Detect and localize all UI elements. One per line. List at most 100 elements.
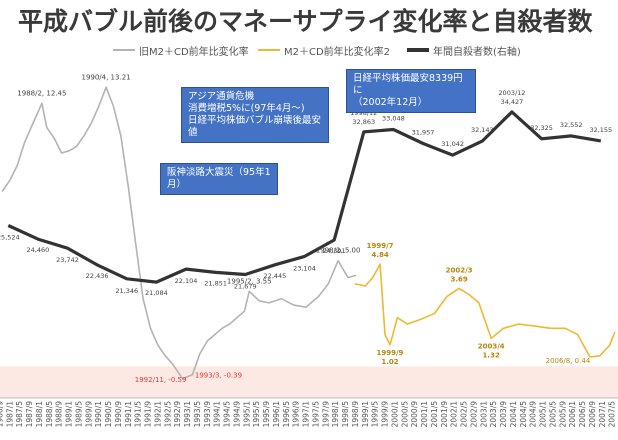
x-tick-label: 2006/1: [568, 401, 577, 428]
suicide-value-label: 21,346: [115, 287, 138, 295]
x-tick-label: 1999/1: [361, 401, 370, 428]
x-tick-label: 1986/9: [0, 401, 4, 428]
new-m2-annotation-date: 2003/4: [478, 342, 505, 350]
suicide-value-label: 31,957: [412, 128, 435, 136]
x-tick-label: 1998/1: [331, 401, 340, 428]
x-tick-label: 1991/9: [144, 401, 153, 428]
legend-swatch-suicides: [407, 48, 429, 52]
x-tick-label: 1991/1: [124, 401, 133, 428]
x-tick-label: 2003/1: [479, 401, 488, 428]
suicide-value-label: 21,084: [145, 289, 168, 297]
x-tick-label: 1989/1: [65, 401, 74, 428]
callout-nikkei-line2: （2002年12月）: [353, 97, 428, 108]
x-tick-label: 1994/5: [223, 401, 232, 428]
callout-hanshin-earthquake: 阪神淡路大震災（95年1月）: [160, 163, 278, 195]
suicide-value-label: 32,143: [471, 126, 494, 134]
x-tick-label: 1994/9: [232, 401, 241, 428]
x-tick-label: 2004/9: [529, 401, 538, 428]
x-tick-label: 1998/5: [341, 401, 350, 428]
x-tick-label: 1990/5: [104, 401, 113, 428]
new-m2-annotation-date: 1999/9: [377, 349, 404, 357]
x-tick-label: 1992/9: [173, 401, 182, 428]
x-tick-label: 1997/9: [321, 401, 330, 428]
new-m2-annotation-value: 1.32: [483, 351, 500, 359]
x-tick-label: 2001/9: [440, 401, 449, 428]
callout-nikkei-low: 日経平均株価最安8339円に （2002年12月）: [346, 69, 476, 113]
x-tick-label: 1992/5: [163, 401, 172, 428]
x-tick-label: 1988/9: [55, 401, 64, 428]
suicide-value-label: 34,427: [501, 98, 524, 106]
x-tick-label: 1995/1: [242, 401, 251, 428]
callout-asia-line1: アジア通貨危機: [188, 91, 255, 102]
suicide-value-label: 23,742: [56, 256, 79, 264]
x-tick-label: 2002/9: [469, 401, 478, 428]
x-tick-label: 2007/5: [608, 401, 617, 428]
x-tick-label: 1995/5: [252, 401, 261, 428]
x-tick-label: 1987/9: [25, 401, 34, 428]
x-tick-label: 1996/9: [292, 401, 301, 428]
x-tick-label: 1988/1: [35, 401, 44, 428]
suicide-value-label: 24,460: [27, 246, 50, 254]
chart-title: 平成バブル前後のマネーサプライ変化率と自殺者数: [18, 7, 593, 36]
callout-hanshin-line1: 阪神淡路大震災（95年1月）: [167, 167, 271, 190]
new-m2-annotation-value: 4.84: [371, 251, 388, 259]
suicide-value-label: 22,436: [86, 272, 109, 280]
series-line-old-m2: [1, 86, 357, 380]
x-tick-label: 2000/9: [410, 401, 419, 428]
suicide-value-label: 22,445: [264, 272, 287, 280]
suicide-value-label: 21,851: [204, 279, 227, 287]
x-tick-label: 2002/1: [450, 401, 459, 428]
callout-asia-line2: 消費増税5%に(97年4月～): [188, 103, 305, 114]
old-m2-annotation: 1990/4, 13.21: [81, 73, 130, 81]
suicide-value-label: 32,552: [560, 121, 583, 129]
suicide-value-label: 24,391: [323, 247, 346, 255]
suicide-value-label: 21,679: [234, 283, 257, 291]
x-tick-label: 1991/5: [134, 401, 143, 428]
x-tick-label: 1993/9: [203, 401, 212, 428]
callout-asia-crisis: アジア通貨危機 消費増税5%に(97年4月～) 日経平均株価バブル崩壊後最安値: [181, 87, 329, 143]
x-tick-label: 2003/5: [489, 401, 498, 428]
callout-asia-line3: 日経平均株価バブル崩壊後最安値: [188, 115, 322, 138]
x-tick-label: 2000/5: [400, 401, 409, 428]
x-tick-label: 1989/9: [84, 401, 93, 428]
x-tick-label: 1987/5: [15, 401, 24, 428]
x-tick-label: 2000/1: [390, 401, 399, 428]
legend-label-old-m2: 旧M2＋CD前年比変化率: [139, 46, 249, 58]
x-tick-label: 2007/1: [598, 401, 607, 428]
x-tick-label: 1999/5: [371, 401, 380, 428]
x-tick-label: 1997/5: [311, 401, 320, 428]
legend-item-suicides: 年間自殺者数(右軸): [407, 42, 521, 58]
x-tick-label: 2005/5: [548, 401, 557, 428]
x-tick-label: 1993/1: [183, 401, 192, 428]
new-m2-annotation-value: 3.69: [450, 275, 467, 283]
suicide-value-label: 33,048: [382, 115, 405, 123]
x-tick-label: 1987/1: [5, 401, 14, 428]
new-m2-annotation-date: 2002/3: [446, 266, 473, 274]
suicide-value-label: 22,104: [175, 277, 198, 285]
x-tick-label: 1992/1: [153, 401, 162, 428]
x-tick-label: 2001/5: [430, 401, 439, 428]
negative-region-band: [0, 366, 618, 398]
x-tick-label: 1993/5: [193, 401, 202, 428]
x-tick-label: 1996/1: [272, 401, 281, 428]
suicide-value-label: 23,104: [293, 264, 316, 272]
x-tick-label: 1998/9: [351, 401, 360, 428]
x-tick-label: 2001/1: [420, 401, 429, 428]
suicide-value-label: 32,155: [589, 126, 612, 134]
x-tick-label: 1997/1: [302, 401, 311, 428]
new-m2-annotation: 2006/8, 0.44: [546, 357, 591, 365]
new-m2-annotation-date: 1999/7: [367, 242, 394, 250]
suicide-value-label: 31,042: [441, 140, 464, 148]
x-tick-label: 2003/9: [499, 401, 508, 428]
legend-swatch-old-m2: [113, 49, 135, 51]
old-m2-annotation: 1992/11, -0.59: [135, 376, 187, 384]
callout-nikkei-line1: 日経平均株価最安8339円に: [353, 73, 463, 96]
x-tick-label: 2004/5: [519, 401, 528, 428]
suicide-value-label: 32,863: [352, 118, 375, 126]
x-tick-label: 1989/5: [74, 401, 83, 428]
x-tick-label: 1999/9: [381, 401, 390, 428]
legend-label-suicides: 年間自殺者数(右軸): [433, 46, 521, 58]
old-m2-annotation: 1998/2, 5.00: [316, 247, 361, 255]
